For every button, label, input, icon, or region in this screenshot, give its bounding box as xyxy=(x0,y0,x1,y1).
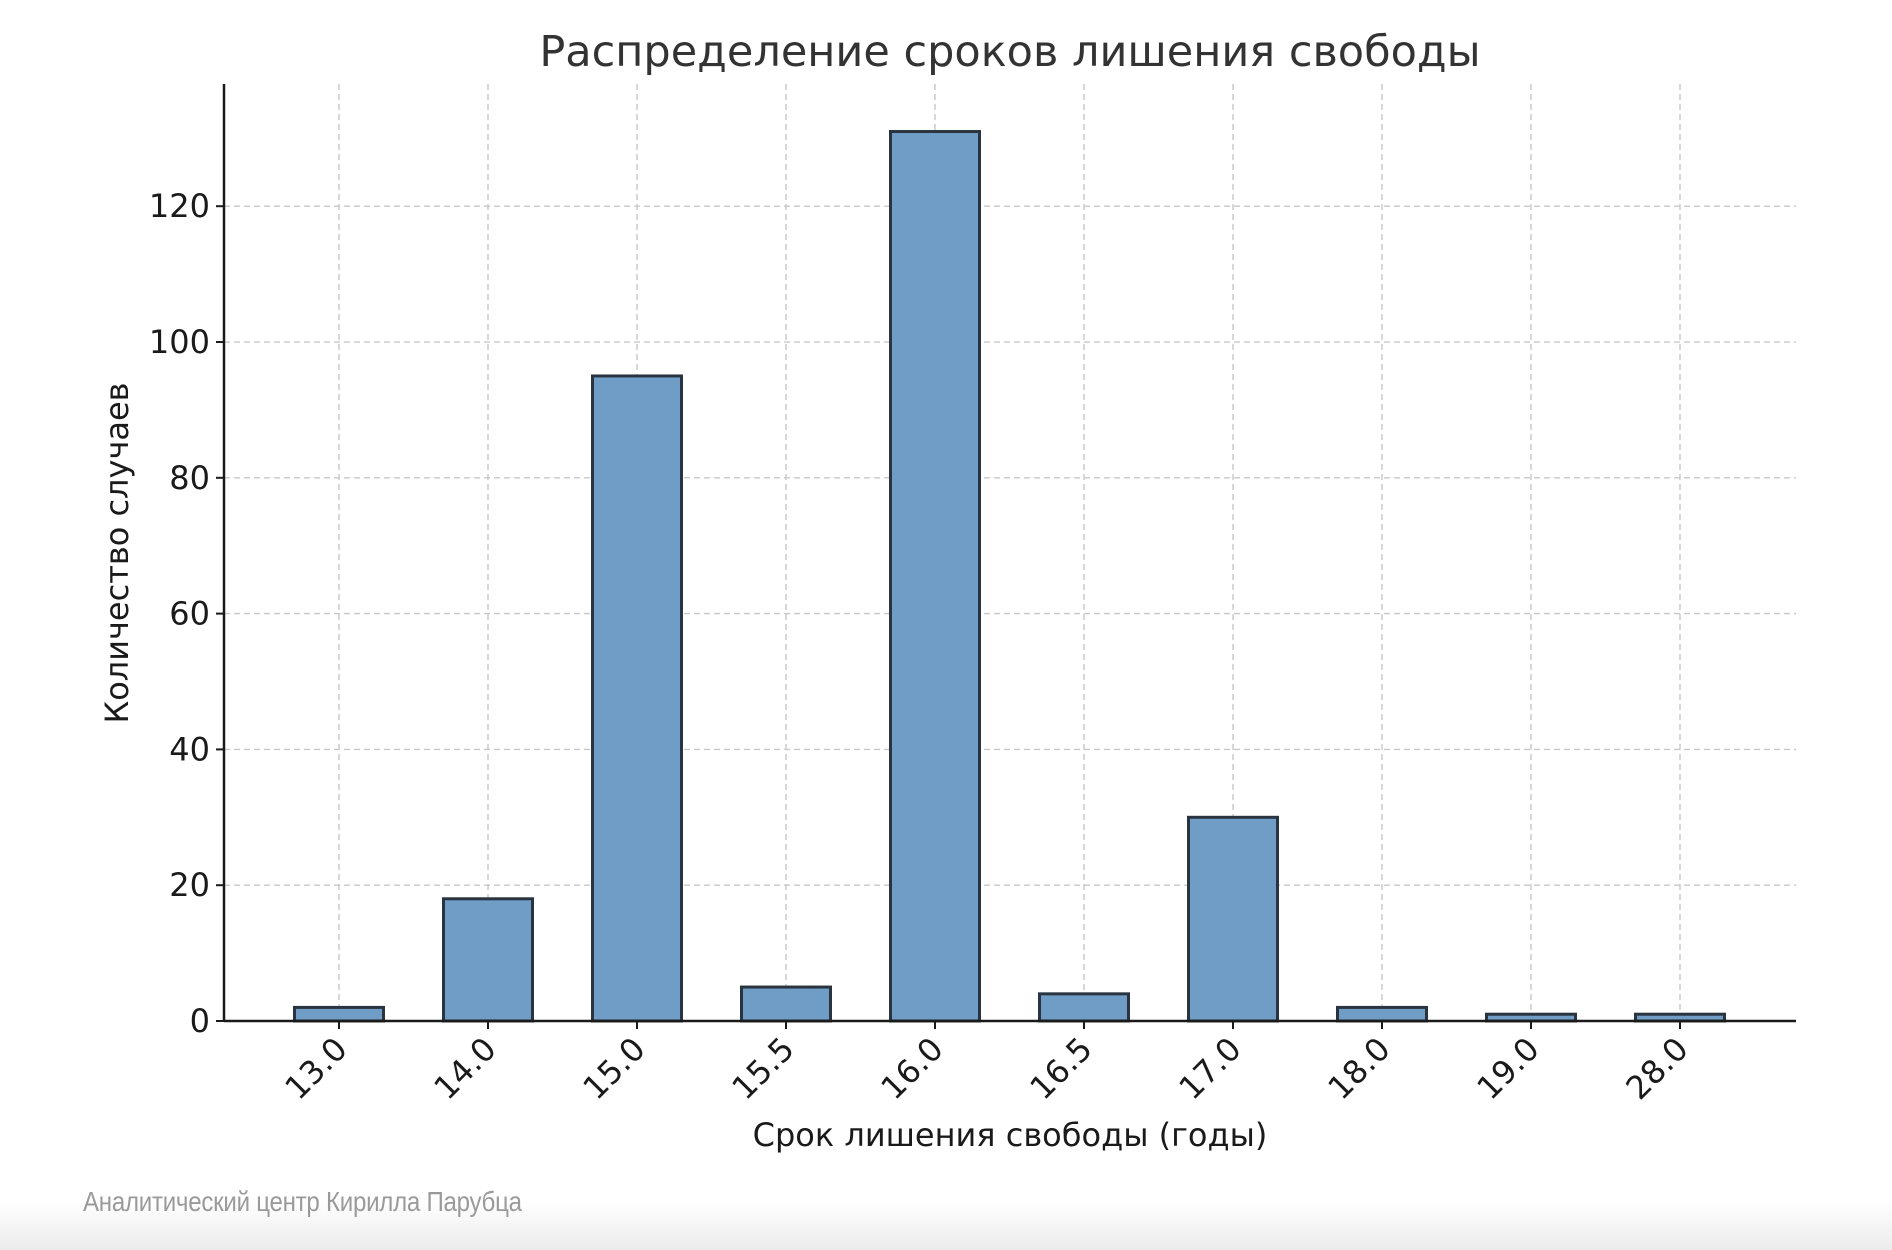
bottom-fade xyxy=(0,1200,1892,1250)
bar-14.0 xyxy=(442,897,534,1023)
x-tick-label: 17.0 xyxy=(1171,1030,1248,1107)
y-tick-label: 80 xyxy=(169,459,210,497)
y-tick-label: 120 xyxy=(149,187,210,225)
x-tick-label: 28.0 xyxy=(1618,1030,1695,1107)
bar-15.0 xyxy=(591,374,683,1023)
y-tick-labels: 0 20 40 60 80 100 120 xyxy=(149,187,210,1040)
y-tick-label: 20 xyxy=(169,866,210,904)
bar-17.0 xyxy=(1187,815,1279,1023)
bar-18.0 xyxy=(1336,1005,1428,1023)
x-tick-label: 14.0 xyxy=(426,1030,503,1107)
x-tick-label: 15.0 xyxy=(575,1030,652,1107)
y-tick-label: 100 xyxy=(149,323,210,361)
y-tick-label: 40 xyxy=(169,730,210,768)
bar-16.0 xyxy=(889,130,981,1023)
bar-15.5 xyxy=(740,985,832,1023)
chart-title: Распределение сроков лишения свободы xyxy=(539,27,1480,77)
x-tick-label: 15.5 xyxy=(724,1030,801,1107)
bar-13.0 xyxy=(293,1005,385,1023)
bar-16.5 xyxy=(1038,992,1130,1023)
grid-layer xyxy=(224,84,1796,1021)
y-tick-label: 60 xyxy=(169,595,210,633)
y-axis-label: Количество случаев xyxy=(98,382,136,723)
x-tick-label: 16.5 xyxy=(1022,1030,1099,1107)
bars-layer xyxy=(293,130,1726,1023)
y-tick-label: 0 xyxy=(190,1002,210,1040)
x-tick-labels: 13.0 14.0 15.0 15.5 16.0 16.5 17.0 18.0 19.0 28.0 xyxy=(277,1030,1695,1107)
x-tick-label: 16.0 xyxy=(873,1030,950,1107)
x-axis-label: Срок лишения свободы (годы) xyxy=(753,1116,1268,1154)
x-tick-label: 19.0 xyxy=(1469,1030,1546,1107)
source-watermark: Аналитический центр Кирилла Парубца xyxy=(83,1186,522,1217)
x-tick-label: 18.0 xyxy=(1320,1030,1397,1107)
axes-layer xyxy=(216,84,1796,1029)
x-tick-label: 13.0 xyxy=(277,1030,354,1107)
